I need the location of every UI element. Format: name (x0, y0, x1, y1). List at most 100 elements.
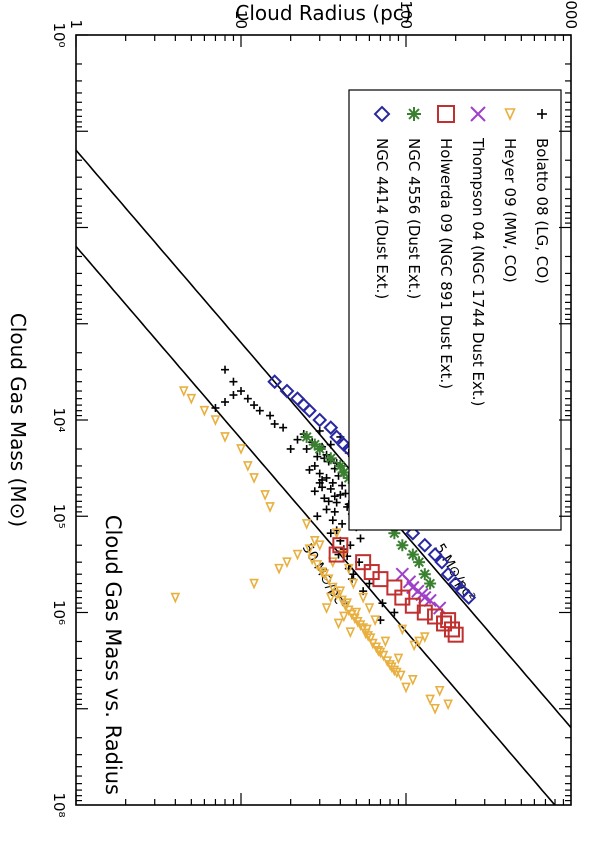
marker-diamond (312, 412, 328, 428)
marker-x (411, 584, 425, 598)
marker-plus (326, 484, 335, 493)
y-tick-label: 1 (67, 19, 85, 29)
marker-asterisk (313, 442, 326, 455)
marker-triangle (401, 682, 411, 694)
legend-label: Holwerda 09 (NGC 891 Dust Ext.) (437, 138, 455, 389)
marker-plus (378, 599, 387, 608)
marker-plus (279, 423, 288, 432)
marker-triangle (419, 632, 430, 644)
reference-line (76, 35, 571, 805)
marker-triangle (242, 461, 253, 472)
marker-triangle (210, 415, 221, 426)
reference-line (76, 35, 556, 805)
marker-square (328, 546, 345, 563)
marker-triangle (434, 685, 445, 697)
marker-triangle (236, 444, 246, 455)
marker-plus (286, 444, 295, 453)
marker-triangle (397, 624, 408, 636)
marker-triangle (378, 650, 389, 662)
marker-triangle (407, 674, 418, 686)
marker-square (440, 612, 457, 629)
marker-triangle (249, 473, 259, 484)
marker-triangle (274, 563, 284, 575)
y-tick-label: 100 (397, 0, 415, 29)
marker-triangle (220, 432, 230, 443)
marker-plus (305, 465, 314, 474)
marker-plus (270, 419, 279, 428)
marker-triangle (504, 108, 516, 121)
marker-plus (338, 519, 347, 528)
series-1 (170, 386, 453, 715)
marker-triangle (309, 536, 320, 547)
marker-triangle (301, 519, 312, 530)
marker-plus (250, 401, 259, 410)
marker-triangle (327, 582, 338, 594)
marker-plus (243, 394, 252, 403)
marker-triangle (363, 631, 374, 642)
legend-entry: Holwerda 09 (NGC 891 Dust Ext.) (437, 105, 455, 389)
legend-box (348, 89, 562, 531)
marker-square (437, 105, 455, 123)
marker-triangle (358, 592, 368, 604)
marker-triangle (358, 623, 368, 634)
marker-plus (315, 469, 324, 478)
marker-triangle (333, 618, 344, 630)
marker-plus (537, 109, 547, 119)
marker-plus (349, 570, 358, 579)
marker-plus (315, 426, 324, 435)
x-tick-label: 10⁶ (50, 600, 68, 625)
x-tick-label: 10⁵ (50, 504, 68, 529)
y-axis-title: Cloud Radius (pc) (235, 1, 411, 25)
marker-plus (313, 512, 322, 521)
y-axis: 1 10 100 1000 (67, 0, 580, 805)
legend-entry: Bolatto 08 (LG, CO) (533, 109, 551, 284)
marker-plus (341, 489, 350, 498)
marker-triangle (393, 653, 404, 665)
marker-triangle (430, 703, 440, 715)
marker-plus (310, 461, 319, 470)
legend: Bolatto 08 (LG, CO) Heyer 09 (MW, CO) Thom… (348, 89, 562, 531)
marker-triangle (312, 560, 323, 571)
marker-x (432, 601, 447, 615)
marker-triangle (265, 502, 275, 513)
legend-label: Bolatto 08 (LG, CO) (533, 138, 551, 284)
marker-square (394, 589, 411, 606)
marker-square (443, 621, 460, 638)
marker-plus (322, 473, 331, 482)
marker-triangle (325, 592, 336, 604)
legend-entry: Heyer 09 (MW, CO) (501, 108, 519, 283)
marker-diamond (267, 374, 283, 390)
marker-plus (313, 452, 322, 461)
marker-triangle (249, 578, 259, 590)
x-tick-label: 10⁴ (50, 407, 68, 432)
marker-plus (229, 391, 238, 400)
marker-asterisk (418, 568, 431, 581)
series-2 (395, 567, 447, 615)
marker-triangle (382, 656, 393, 668)
marker-plus (237, 387, 245, 396)
marker-x (470, 106, 486, 122)
x-axis: 10⁰ 10⁵ 10⁴ 10⁶ 10⁸ (50, 22, 571, 818)
marker-triangle (186, 393, 197, 405)
marker-diamond (417, 537, 433, 553)
legend-entry: Thompson 04 (NGC 1744 Dust Ext.) (469, 106, 487, 406)
marker-triangle (395, 670, 406, 682)
marker-triangle (178, 386, 189, 397)
marker-diamond (373, 105, 391, 123)
marker-plus (326, 440, 335, 449)
marker-plus (318, 475, 327, 484)
marker-plus (328, 478, 337, 487)
marker-asterisk (406, 548, 419, 561)
legend-label: NGC 4414 (Dust Ext.) (373, 138, 391, 299)
marker-triangle (170, 592, 181, 604)
marker-plus (310, 487, 319, 496)
marker-diamond (427, 547, 443, 562)
marker-triangle (443, 699, 453, 711)
marker-triangle (371, 642, 382, 654)
marker-plus (229, 377, 238, 386)
marker-plus (255, 406, 264, 415)
marker-diamond (323, 420, 339, 436)
marker-plus (320, 494, 329, 503)
marker-triangle (317, 567, 327, 579)
